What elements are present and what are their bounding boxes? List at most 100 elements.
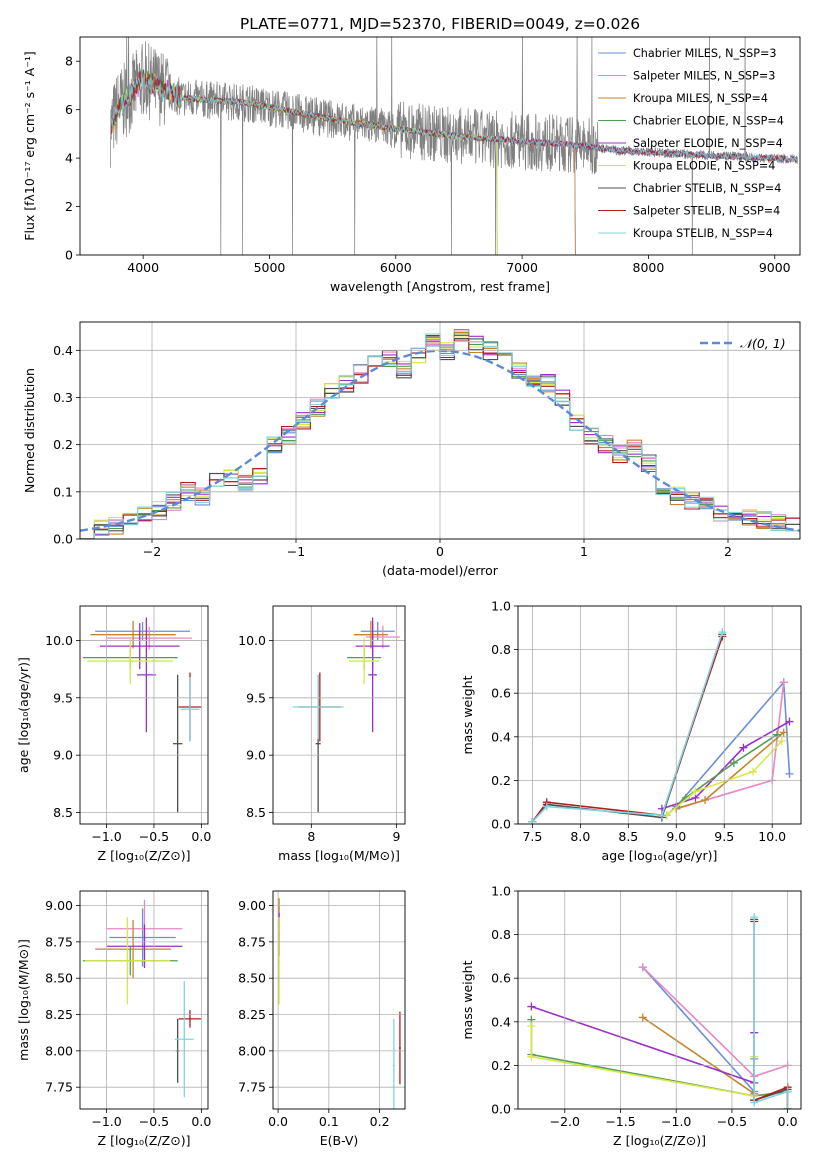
y-tick-label: 0.0 <box>491 817 511 832</box>
x-tick-label: −1.0 <box>661 1114 691 1129</box>
y-tick-label: 0.3 <box>53 390 73 405</box>
weight-line <box>530 1019 788 1097</box>
y-tick-label: 6 <box>65 102 73 117</box>
x-tick-label: −0.5 <box>139 1114 169 1129</box>
y-tick-label: 0.2 <box>491 773 511 788</box>
y-tick-label: 8.5 <box>246 805 266 820</box>
spectrum-legend: Chabrier MILES, N_SSP=3 Salpeter MILES, N… <box>598 47 784 240</box>
y-axis-label: mass weight <box>460 675 475 754</box>
plot-area <box>109 37 798 255</box>
y-tick-label: 9.5 <box>53 690 73 705</box>
axes-frame <box>272 890 406 1110</box>
y-tick-label: 1.0 <box>491 884 511 899</box>
panel-residuals: −2 −1 0 1 2 0.0 0.1 0.2 0.3 0.4 (data-model)/error… <box>22 321 801 578</box>
x-tick-label: −2.0 <box>550 1114 580 1129</box>
data-point-marker <box>527 1052 536 1061</box>
legend-label: Kroupa MILES, N_SSP=4 <box>633 92 768 105</box>
plot-area <box>82 899 202 1098</box>
y-tick-label: 0.6 <box>491 971 511 986</box>
data-point-marker <box>773 730 782 739</box>
y-tick-label: 0.0 <box>53 532 73 547</box>
observed-spectrum <box>109 37 798 255</box>
y-tick-label: 9.5 <box>246 690 266 705</box>
data-point-marker <box>657 811 666 820</box>
y-tick-label: 0.4 <box>53 343 73 358</box>
weight-line <box>531 631 724 823</box>
legend-label: Salpeter ELODIE, N_SSP=4 <box>633 137 783 150</box>
weight-line <box>666 733 778 816</box>
plot-area <box>292 617 400 813</box>
panel-weight-vs-age: 7.5 8.0 8.5 9.0 9.5 10.0 0.0 0.2 0.4 0.6 0.8 1.0 age… <box>460 599 802 863</box>
axes-frame <box>517 605 802 825</box>
x-tick-label: 7000 <box>506 260 538 275</box>
x-axis-label: E(B-V) <box>320 1133 359 1148</box>
y-tick-label: 9.0 <box>246 748 266 763</box>
x-tick-label: 10.0 <box>758 829 786 844</box>
x-tick-label: −1.0 <box>91 829 121 844</box>
y-tick-label: 1.0 <box>491 599 511 614</box>
y-tick-label: 0.4 <box>491 1014 511 1029</box>
x-tick-label: 8000 <box>633 260 665 275</box>
axes-frame <box>79 890 209 1110</box>
figure-title: PLATE=0771, MJD=52370, FIBERID=0049, z=0… <box>240 15 640 33</box>
data-point-marker <box>542 802 551 811</box>
x-tick-label: 2 <box>724 544 732 559</box>
y-tick-label: 2 <box>65 199 73 214</box>
x-tick-label: 0.0 <box>191 1114 211 1129</box>
y-axis-label: age [log₁₀(age/yr)] <box>16 657 31 773</box>
plot-area <box>82 617 202 813</box>
y-tick-label: 9.0 <box>53 748 73 763</box>
plot-area <box>528 628 794 824</box>
y-tick-label: 8.75 <box>45 934 73 949</box>
x-tick-label: −1.0 <box>91 1114 121 1129</box>
x-tick-label: 9 <box>393 829 401 844</box>
legend-label: Chabrier MILES, N_SSP=3 <box>633 47 776 60</box>
x-tick-label: −1.5 <box>605 1114 635 1129</box>
x-tick-label: 0 <box>436 544 444 559</box>
y-tick-label: 8.50 <box>45 971 73 986</box>
x-tick-label: −1 <box>287 544 305 559</box>
x-tick-label: 0.2 <box>370 1114 390 1129</box>
y-tick-label: 8.00 <box>45 1043 73 1058</box>
axes-frame <box>79 605 209 825</box>
x-axis-label: Z [log₁₀(Z/Z⊙)] <box>98 1133 191 1148</box>
panel-age-vs-mass: 8 9 8.5 9.0 9.5 10.0 mass [log₁₀(M/M⊙)] <box>238 605 406 863</box>
y-tick-label: 0.2 <box>53 437 73 452</box>
data-point-marker <box>785 769 794 778</box>
data-point-marker <box>785 717 794 726</box>
y-tick-label: 0 <box>65 248 73 263</box>
data-point-marker <box>701 796 710 805</box>
x-tick-label: 7.5 <box>522 829 542 844</box>
panels-layer: 4000 5000 6000 7000 8000 9000 0 2 4 6 8 wavelength … <box>16 36 802 1148</box>
y-axis-label: Flux [fλ10⁻¹⁷ erg cm⁻² s⁻¹ A⁻¹] <box>22 51 37 240</box>
data-point-marker <box>638 1013 647 1022</box>
x-tick-label: 9.0 <box>666 829 686 844</box>
x-tick-label: 8.0 <box>570 829 590 844</box>
y-tick-label: 7.75 <box>45 1080 73 1095</box>
data-point-marker <box>750 1098 759 1107</box>
x-tick-label: −0.5 <box>139 829 169 844</box>
data-point-marker <box>718 628 727 637</box>
weight-line <box>753 921 789 1109</box>
y-tick-label: 8.25 <box>45 1007 73 1022</box>
y-tick-label: 7.75 <box>238 1080 266 1095</box>
legend-label: Chabrier STELIB, N_SSP=4 <box>633 182 781 195</box>
y-tick-label: 9.00 <box>238 898 266 913</box>
data-point-marker <box>527 1022 536 1031</box>
x-tick-label: 9.5 <box>714 829 734 844</box>
data-point-marker <box>777 737 786 746</box>
y-tick-label: 8.50 <box>238 971 266 986</box>
y-tick-label: 10.0 <box>238 633 266 648</box>
axes-frame <box>79 36 801 256</box>
y-axis-label: Normed distribution <box>22 368 37 493</box>
y-tick-label: 0.8 <box>491 927 511 942</box>
data-point-marker <box>527 1002 536 1011</box>
legend-label: Kroupa STELIB, N_SSP=4 <box>633 227 773 240</box>
y-tick-label: 0.4 <box>491 729 511 744</box>
panel-mass-vs-EBV: 0.0 0.1 0.2 7.75 8.00 8.25 8.50 8.75 9.00 E(B-V) <box>238 890 406 1148</box>
x-tick-label: 6000 <box>380 260 412 275</box>
legend-label: Chabrier ELODIE, N_SSP=4 <box>633 115 784 128</box>
y-tick-label: 4 <box>65 151 73 166</box>
x-axis-label: (data-model)/error <box>382 563 499 578</box>
x-axis-label: mass [log₁₀(M/M⊙)] <box>278 848 400 863</box>
